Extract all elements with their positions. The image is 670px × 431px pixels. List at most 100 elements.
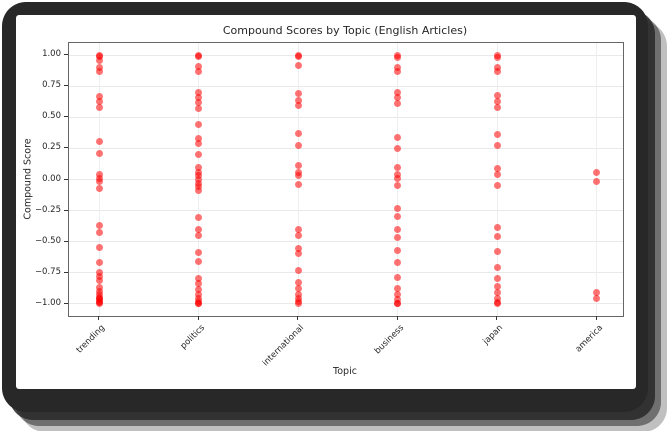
data-point	[593, 288, 600, 296]
x-tick	[297, 316, 298, 320]
data-point	[394, 234, 401, 242]
data-point	[95, 300, 103, 308]
data-point	[394, 94, 401, 102]
data-point	[95, 276, 103, 284]
data-point	[195, 99, 202, 107]
data-point	[493, 295, 501, 303]
chart-title: Compound Scores by Topic (English Articl…	[222, 24, 468, 37]
y-tick	[64, 54, 68, 56]
data-point	[394, 100, 401, 108]
data-point	[493, 275, 501, 283]
data-point	[294, 291, 302, 299]
data-point	[493, 282, 501, 290]
y-tick-label: 0.25	[42, 142, 61, 153]
data-point	[195, 68, 202, 76]
data-point	[294, 278, 302, 286]
data-point	[95, 269, 103, 277]
data-point	[394, 182, 401, 190]
data-point	[195, 151, 202, 159]
data-point	[294, 245, 302, 253]
data-point	[195, 291, 202, 299]
chart-figure: Compound Scores by Topic (English Articl…	[16, 15, 636, 389]
data-point	[294, 101, 302, 109]
data-point	[394, 300, 401, 308]
data-point	[493, 91, 501, 99]
data-point	[195, 172, 202, 180]
y-tick	[64, 147, 68, 149]
data-point	[195, 257, 202, 265]
data-point	[394, 213, 401, 221]
data-point	[195, 105, 202, 113]
x-tick	[595, 316, 597, 320]
data-point	[493, 64, 501, 72]
data-point	[294, 142, 302, 150]
data-point	[95, 259, 103, 267]
data-point	[493, 68, 501, 76]
data-point	[294, 266, 302, 274]
data-point	[493, 264, 501, 272]
data-point	[493, 97, 501, 105]
data-point	[95, 92, 103, 100]
data-point	[195, 135, 202, 143]
y-tick	[64, 240, 68, 242]
x-tick-label: japan	[481, 323, 506, 347]
x-tick	[396, 316, 398, 320]
data-point	[294, 225, 302, 233]
data-point	[195, 225, 202, 233]
data-point	[195, 286, 202, 294]
y-tick-label: 0.75	[42, 80, 61, 91]
data-point	[195, 168, 202, 176]
data-point	[195, 140, 202, 147]
data-point	[294, 180, 302, 188]
data-point	[95, 221, 103, 229]
data-point	[593, 295, 600, 303]
data-point	[95, 149, 103, 157]
data-point	[394, 291, 401, 299]
y-tick	[64, 178, 68, 180]
y-tick-label: 0.50	[42, 111, 61, 122]
data-point	[195, 163, 202, 171]
data-point	[294, 96, 302, 104]
data-point	[294, 130, 302, 138]
data-point	[195, 231, 202, 239]
h-gridline	[69, 179, 623, 180]
data-point	[95, 229, 103, 237]
data-point	[394, 144, 401, 152]
y-tick-label: −0.50	[34, 235, 61, 246]
h-gridline	[69, 54, 623, 56]
h-gridline	[69, 303, 623, 305]
y-tick	[64, 302, 68, 304]
data-point	[95, 171, 103, 179]
h-gridline	[69, 116, 623, 118]
x-tick	[496, 316, 497, 320]
y-tick-label: 1.00	[42, 49, 61, 60]
plot-area	[68, 42, 624, 317]
data-point	[95, 56, 103, 64]
v-gridline	[496, 43, 498, 316]
data-point	[95, 53, 103, 61]
data-point	[294, 61, 302, 69]
data-point	[195, 214, 202, 222]
data-point	[294, 90, 302, 98]
data-point	[95, 178, 103, 186]
y-tick-label: −0.75	[34, 266, 61, 277]
data-point	[95, 68, 103, 76]
data-point	[394, 285, 401, 293]
data-point	[394, 225, 401, 233]
h-gridline	[69, 147, 623, 149]
data-point	[493, 288, 501, 296]
data-point	[195, 183, 202, 191]
data-point	[195, 280, 202, 288]
data-point	[394, 296, 401, 304]
y-tick	[64, 116, 68, 118]
data-point	[294, 231, 302, 239]
data-point	[95, 272, 103, 280]
window-frame: Compound Scores by Topic (English Articl…	[2, 2, 648, 412]
data-point	[593, 178, 600, 186]
data-point	[394, 89, 401, 97]
data-point	[195, 53, 202, 61]
h-gridline	[69, 272, 623, 274]
data-point	[195, 176, 202, 183]
y-tick	[64, 209, 68, 211]
data-point	[195, 89, 202, 97]
